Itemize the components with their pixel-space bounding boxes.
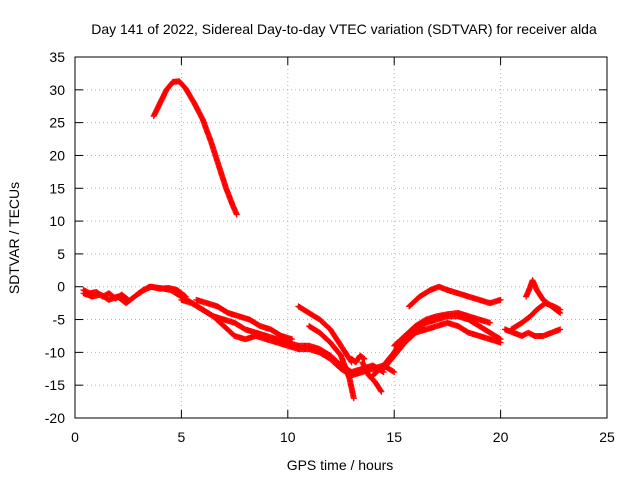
y-tick-label: 5 [57,246,65,262]
series-arc-13 [391,313,504,349]
x-axis-ticks: 0 5 10 15 20 25 [71,57,615,445]
series-arc-14 [406,283,504,310]
data-point [378,388,385,395]
data-point [487,319,493,326]
data-point [557,326,564,333]
data-point [289,336,296,343]
data-point [124,296,131,303]
y-tick-label: -20 [45,410,65,426]
y-axis-label: SDTVAR / TECUs [6,182,22,294]
x-tick-label: 15 [386,429,402,445]
y-tick-label: 25 [49,115,65,131]
y-tick-label: 10 [49,213,65,229]
data-series [80,78,564,402]
data-point [497,296,504,303]
chart-title: Day 141 of 2022, Sidereal Day-to-day VTE… [91,21,597,37]
y-tick-label: -15 [45,377,65,393]
series-arc-17 [523,277,564,316]
x-tick-label: 25 [599,429,615,445]
y-tick-label: 15 [49,180,65,196]
data-point [125,296,132,303]
data-point [361,355,368,362]
y-tick-label: -5 [53,312,66,328]
x-tick-label: 10 [280,429,296,445]
series-arc-7 [295,303,355,366]
y-tick-label: 35 [49,49,65,65]
y-tick-label: -10 [45,344,65,360]
y-tick-label: 0 [57,279,65,295]
series-arc-16 [508,300,564,333]
y-tick-label: 20 [49,147,65,163]
series-arc-6 [193,296,296,343]
x-tick-label: 5 [178,429,186,445]
data-point [556,309,563,316]
x-axis-label: GPS time / hours [287,457,394,473]
x-tick-label: 20 [493,429,509,445]
x-tick-label: 0 [71,429,79,445]
series-arc-10 [348,352,368,366]
series-arc-8 [306,323,357,402]
series-arc-3 [80,287,132,303]
data-point [350,395,357,402]
y-tick-label: 30 [49,82,65,98]
series-arc-9 [359,359,385,395]
data-point [497,336,504,343]
plot-frame [74,56,608,419]
data-point [557,310,564,316]
y-axis-ticks: -20 -15 -10 -5 0 5 10 15 20 25 30 35 [45,49,607,426]
data-point [233,211,240,218]
series-arc-1 [150,78,240,218]
data-point [391,369,398,376]
